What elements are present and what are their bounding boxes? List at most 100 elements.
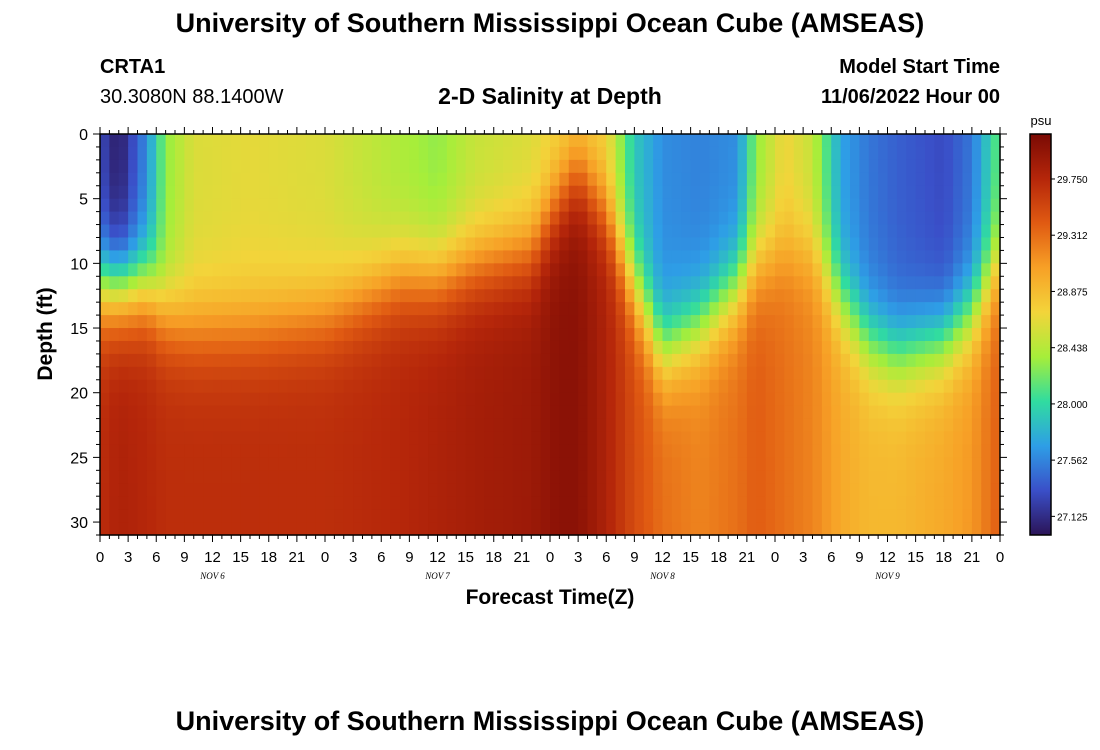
heatmap-cell (971, 315, 982, 329)
heatmap-cell (418, 418, 429, 433)
heatmap-cell (475, 444, 485, 458)
heatmap-cell (221, 483, 232, 497)
heatmap-cell (362, 289, 373, 303)
heatmap-cell (146, 522, 157, 536)
heatmap-cell (475, 496, 485, 510)
heatmap-cell (821, 457, 832, 471)
heatmap-cell (437, 340, 448, 355)
heatmap-cell (550, 211, 560, 226)
heatmap-cell (456, 289, 467, 303)
heatmap-cell (925, 159, 935, 174)
heatmap-cell (259, 483, 270, 497)
heatmap-cell (250, 522, 260, 536)
heatmap-cell (437, 263, 448, 277)
heatmap-cell (493, 496, 504, 510)
heatmap-cell (231, 418, 242, 433)
heatmap-cell (915, 444, 926, 458)
heatmap-cell (896, 392, 907, 407)
heatmap-cell (315, 134, 326, 148)
heatmap-cell (503, 509, 514, 523)
heatmap-cell (531, 302, 542, 316)
heatmap-cell (756, 483, 767, 497)
heatmap-cell (868, 392, 879, 407)
heatmap-cell (493, 302, 504, 316)
heatmap-cell (671, 328, 682, 342)
heatmap-cell (146, 483, 157, 497)
heatmap-cell (184, 392, 195, 407)
heatmap-cell (503, 211, 514, 226)
heatmap-cell (175, 276, 185, 290)
heatmap-cell (681, 431, 692, 446)
heatmap-cell (653, 379, 664, 394)
heatmap-cell (700, 353, 710, 368)
heatmap-cell (278, 302, 289, 316)
heatmap-cell (221, 134, 232, 148)
heatmap-cell (531, 405, 542, 420)
heatmap-cell (325, 328, 335, 342)
heatmap-cell (287, 496, 298, 510)
heatmap-cell (334, 211, 345, 226)
heatmap-cell (887, 353, 898, 368)
heatmap-cell (868, 198, 879, 213)
heatmap-cell (521, 509, 532, 523)
heatmap-cell (343, 315, 354, 329)
heatmap-cell (681, 146, 692, 161)
heatmap-cell (878, 431, 889, 446)
heatmap-cell (268, 340, 279, 355)
heatmap-cell (475, 224, 485, 239)
heatmap-cell (634, 392, 645, 407)
heatmap-cell (493, 405, 504, 420)
heatmap-cell (165, 250, 176, 264)
heatmap-cell (184, 405, 195, 420)
heatmap-cell (737, 289, 748, 303)
heatmap-cell (287, 263, 298, 277)
heatmap-cell (334, 315, 345, 329)
heatmap-cell (653, 159, 664, 174)
heatmap-cell (859, 211, 870, 226)
heatmap-cell (606, 509, 617, 523)
heatmap-cell (634, 366, 645, 381)
heatmap-cell (371, 418, 382, 433)
heatmap-cell (718, 392, 729, 407)
heatmap-cell (606, 172, 617, 187)
heatmap-cell (353, 470, 364, 484)
heatmap-cell (175, 431, 185, 446)
heatmap-cell (793, 392, 804, 407)
heatmap-cell (353, 302, 364, 316)
heatmap-cell (165, 470, 176, 484)
heatmap-cell (268, 237, 279, 252)
heatmap-cell (934, 146, 945, 161)
heatmap-cell (821, 263, 832, 277)
heatmap-cell (184, 470, 195, 484)
heatmap-cell (690, 483, 701, 497)
heatmap-cell (184, 509, 195, 523)
heatmap-cell (568, 302, 579, 316)
heatmap-cell (765, 366, 776, 381)
heatmap-cell (915, 509, 926, 523)
heatmap-cell (718, 159, 729, 174)
heatmap-cell (868, 263, 879, 277)
heatmap-cell (803, 457, 814, 471)
heatmap-cell (859, 198, 870, 213)
heatmap-cell (484, 172, 495, 187)
heatmap-cell (578, 198, 589, 213)
heatmap-cell (353, 211, 364, 226)
heatmap-cell (859, 185, 870, 200)
x-tick-label: 15 (907, 549, 924, 566)
heatmap-cell (568, 185, 579, 200)
heatmap-cell (325, 302, 335, 316)
heatmap-cell (203, 405, 214, 420)
heatmap-cell (896, 146, 907, 161)
heatmap-cell (268, 405, 279, 420)
heatmap-cell (971, 328, 982, 342)
heatmap-cell (840, 146, 851, 161)
heatmap-cell (990, 353, 1001, 368)
heatmap-cell (156, 483, 167, 497)
heatmap-cell (165, 457, 176, 471)
heatmap-cell (343, 444, 354, 458)
heatmap-cell (728, 250, 739, 264)
heatmap-cell (193, 405, 204, 420)
heatmap-cell (831, 457, 842, 471)
heatmap-cell (315, 418, 326, 433)
heatmap-cell (296, 483, 307, 497)
